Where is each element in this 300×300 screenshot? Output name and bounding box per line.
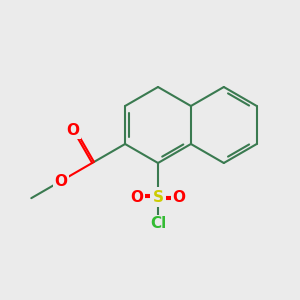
Text: O: O <box>172 190 185 205</box>
Text: S: S <box>152 190 164 205</box>
Text: O: O <box>67 123 80 138</box>
Text: O: O <box>54 173 68 189</box>
Text: O: O <box>130 190 144 205</box>
Text: Cl: Cl <box>150 216 166 231</box>
